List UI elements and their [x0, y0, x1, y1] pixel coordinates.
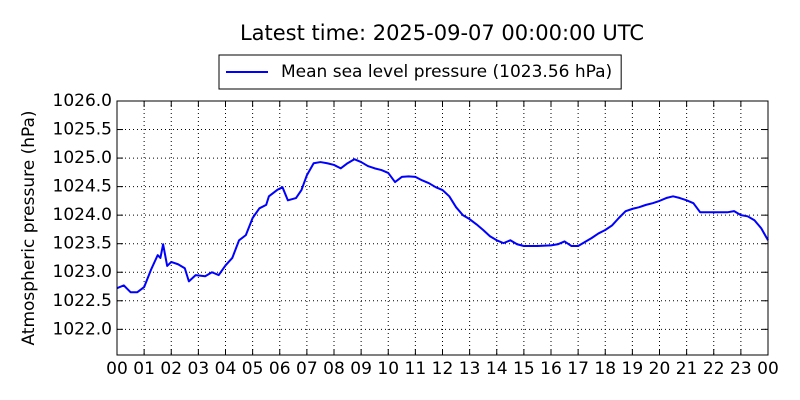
x-tick-label: 06 — [269, 359, 291, 379]
x-tick-label: 03 — [188, 359, 210, 379]
x-tick-label: 13 — [459, 359, 481, 379]
x-tick-label: 09 — [350, 359, 372, 379]
y-tick-label: 1026.0 — [53, 91, 112, 111]
x-tick-label: 12 — [432, 359, 454, 379]
x-tick-label: 22 — [703, 359, 725, 379]
x-tick-label: 16 — [540, 359, 562, 379]
y-tick-label: 1025.5 — [53, 120, 112, 140]
x-tick-label: 23 — [730, 359, 752, 379]
x-tick-label: 07 — [296, 359, 318, 379]
x-tick-label: 11 — [405, 359, 427, 379]
plot-frame — [116, 100, 769, 356]
x-tick-label: 01 — [133, 359, 155, 379]
x-tick-label: 20 — [649, 359, 671, 379]
x-tick-label: 19 — [622, 359, 644, 379]
x-tick-label: 02 — [160, 359, 182, 379]
y-tick-label: 1022.5 — [53, 291, 112, 311]
y-axis-label: Atmospheric pressure (hPa) — [19, 110, 39, 345]
x-tick-label: 05 — [242, 359, 264, 379]
y-tick-label: 1023.0 — [53, 262, 112, 282]
x-tick-label: 08 — [323, 359, 345, 379]
y-tick-label: 1022.0 — [53, 319, 112, 339]
x-tick-label: 17 — [567, 359, 589, 379]
x-tick-label: 21 — [676, 359, 698, 379]
legend-label: Mean sea level pressure (1023.56 hPa) — [281, 62, 612, 82]
y-tick-label: 1023.5 — [53, 234, 112, 254]
x-tick-label: 18 — [594, 359, 616, 379]
legend-box — [218, 54, 622, 90]
x-tick-label: 04 — [215, 359, 237, 379]
x-tick-label: 00 — [757, 359, 779, 379]
y-tick-label: 1025.0 — [53, 148, 112, 168]
y-tick-label: 1024.0 — [53, 205, 112, 225]
x-tick-label: 14 — [486, 359, 508, 379]
x-tick-label: 00 — [106, 359, 128, 379]
x-tick-label: 10 — [377, 359, 399, 379]
data-line — [116, 158, 769, 294]
x-tick-label: 15 — [513, 359, 535, 379]
chart-title: Latest time: 2025-09-07 00:00:00 UTC — [240, 21, 644, 45]
y-tick-label: 1024.5 — [53, 177, 112, 197]
